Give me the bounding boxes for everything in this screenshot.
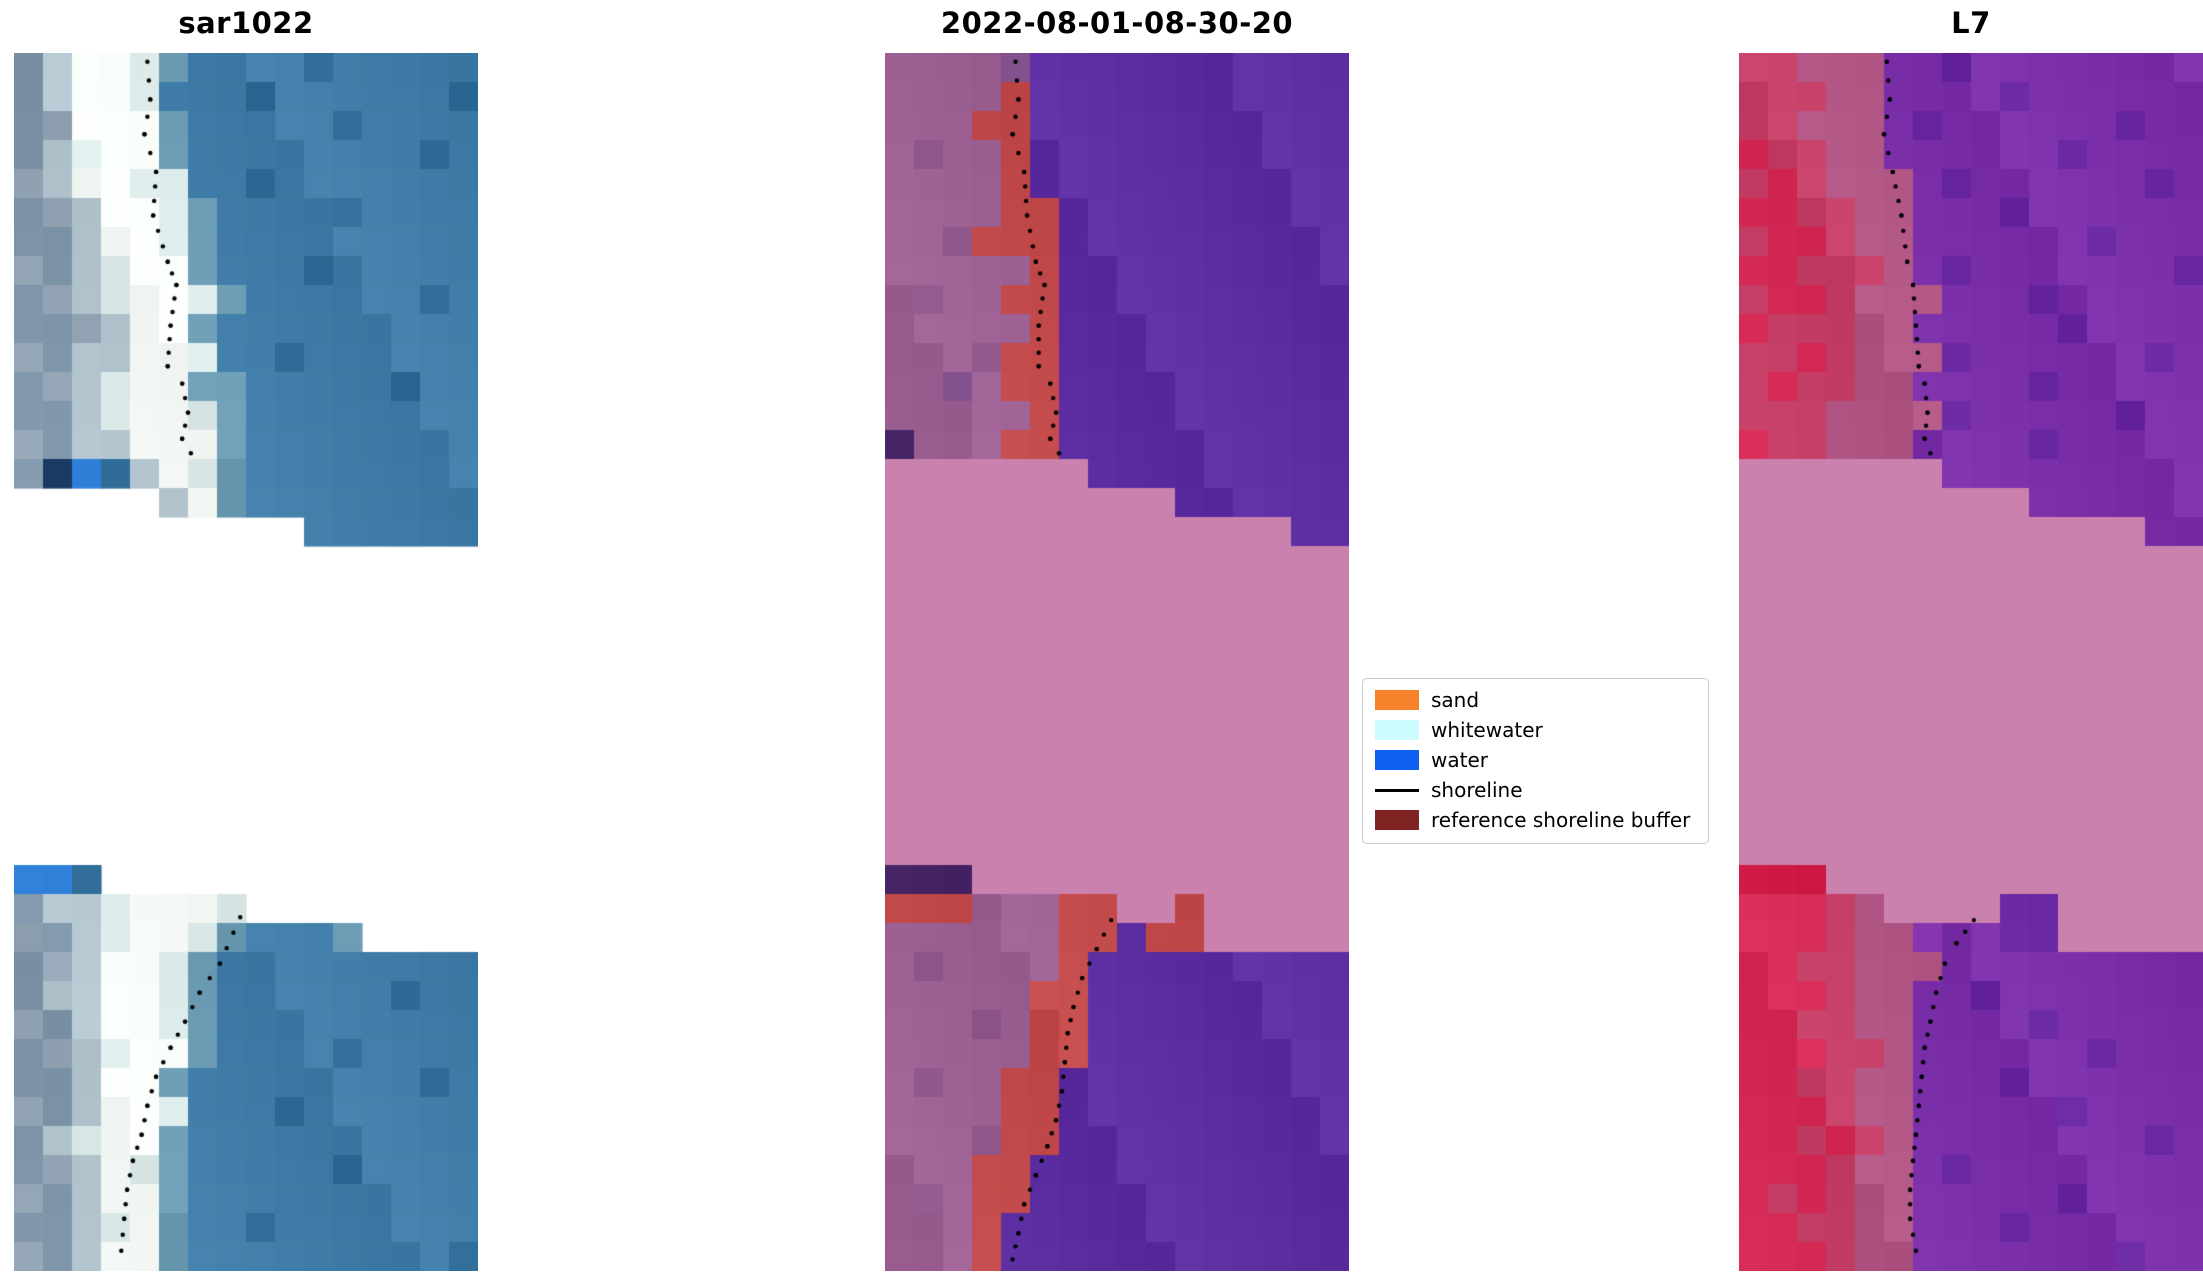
legend-swatch-water xyxy=(1375,750,1419,770)
panel-title-sar1022: sar1022 xyxy=(178,6,314,40)
legend-swatch-sand xyxy=(1375,690,1419,710)
panel-title-timestamp: 2022-08-01-08-30-20 xyxy=(940,6,1294,40)
legend-label-reference-shoreline-buffer: reference shoreline buffer xyxy=(1431,808,1691,832)
legend-item-shoreline: shoreline xyxy=(1375,779,1690,801)
legend-label-water: water xyxy=(1431,748,1488,772)
sar1022-satellite-image xyxy=(14,53,478,1271)
panel-title-l7: L7 xyxy=(1951,6,1991,40)
legend-swatch-reference-shoreline-buffer xyxy=(1375,810,1419,830)
legend-label-shoreline: shoreline xyxy=(1431,778,1523,802)
legend-label-whitewater: whitewater xyxy=(1431,718,1543,742)
legend-swatch-whitewater xyxy=(1375,720,1419,740)
l7-composite-image xyxy=(1739,53,2203,1271)
legend-item-sand: sand xyxy=(1375,689,1690,711)
legend-label-sand: sand xyxy=(1431,688,1480,712)
legend-line-shoreline xyxy=(1375,788,1419,792)
legend: sand whitewater water shoreline referenc… xyxy=(1362,678,1710,844)
legend-item-water: water xyxy=(1375,749,1690,771)
legend-item-reference-shoreline-buffer: reference shoreline buffer xyxy=(1375,809,1690,831)
legend-item-whitewater: whitewater xyxy=(1375,719,1690,741)
classified-composite-image xyxy=(885,53,1349,1271)
